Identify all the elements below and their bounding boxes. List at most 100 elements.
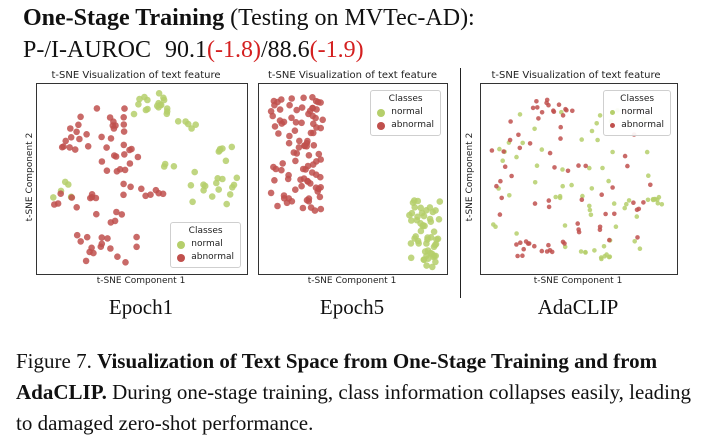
scatter-point <box>583 250 588 255</box>
scatter-point <box>120 141 128 149</box>
scatter-point <box>520 253 525 258</box>
scatter-point <box>216 147 223 154</box>
scatter-point <box>286 101 293 109</box>
scatter-point <box>159 190 167 198</box>
scatter-point <box>312 184 320 191</box>
scatter-point <box>280 195 288 202</box>
legend-abnormal-marker <box>377 121 386 130</box>
scatter-point <box>109 122 117 129</box>
scatter-point <box>50 194 57 201</box>
scatter-point <box>599 256 604 262</box>
scatter-point <box>103 167 111 174</box>
legend-adaclip: Classes normal abnormal <box>603 90 671 136</box>
scatter-point <box>316 193 324 201</box>
scatter-point <box>597 113 603 118</box>
scatter-point <box>98 240 106 248</box>
scatter-point <box>597 227 603 233</box>
panel-epoch5-title: t-SNE Visualization of text feature <box>267 70 438 81</box>
metric-line: P-/I-AUROC 90.1(-1.8)/88.6(-1.9) <box>23 36 364 64</box>
scatter-point <box>309 161 317 168</box>
scatter-point <box>515 253 520 259</box>
scatter-point <box>417 227 425 235</box>
scatter-point <box>557 193 563 199</box>
scatter-point <box>530 105 536 111</box>
scatter-point <box>230 181 238 189</box>
scatter-point <box>301 142 308 149</box>
scatter-point <box>120 128 128 135</box>
scatter-point <box>98 133 105 141</box>
scatter-point <box>552 165 557 170</box>
scatter-point <box>309 104 317 112</box>
scatter-point <box>436 198 444 205</box>
scatter-point <box>532 180 538 185</box>
scatter-point <box>587 203 592 209</box>
scatter-point <box>133 233 140 241</box>
scatter-point <box>298 119 305 127</box>
scatter-point <box>126 146 133 154</box>
scatter-point <box>588 212 594 218</box>
scatter-point <box>553 194 558 200</box>
scatter-point <box>83 233 91 241</box>
scatter-point <box>300 94 307 102</box>
scatter-point <box>517 112 523 117</box>
scatter-point <box>498 178 503 184</box>
scatter-point <box>51 201 58 208</box>
scatter-point <box>412 233 419 240</box>
pixel-auroc-delta: (-1.8) <box>207 37 261 63</box>
legend-normal-marker <box>610 110 616 115</box>
scatter-point <box>278 166 285 174</box>
scatter-point <box>307 204 315 211</box>
scatter-point <box>497 212 503 217</box>
panel-epoch1: t-SNE Visualization of text feature Clas… <box>22 70 250 290</box>
scatter-point <box>274 98 281 106</box>
scatter-point <box>67 125 74 132</box>
scatter-point <box>408 217 415 224</box>
legend-abnormal-label: abnormal <box>391 120 434 130</box>
scatter-point <box>587 207 593 213</box>
scatter-point <box>497 146 502 152</box>
scatter-point <box>161 160 169 168</box>
scatter-point <box>271 123 279 130</box>
scatter-point <box>189 198 196 206</box>
scatter-point <box>634 214 640 219</box>
scatter-point <box>415 240 422 247</box>
scatter-point <box>659 202 665 207</box>
scatter-point <box>603 211 608 217</box>
scatter-point <box>430 243 438 251</box>
metric-label: P-/I-AUROC <box>23 37 152 63</box>
scatter-point <box>144 96 151 104</box>
scatter-point <box>285 139 293 147</box>
scatter-point <box>501 149 506 154</box>
scatter-point <box>419 222 427 229</box>
scatter-point <box>120 114 127 121</box>
plot-epoch1: Classes normal abnormal <box>36 83 248 275</box>
scatter-point <box>73 231 81 239</box>
scatter-point <box>534 163 540 168</box>
scatter-point <box>310 142 318 149</box>
scatter-point <box>546 242 551 248</box>
scatter-point <box>57 190 64 197</box>
legend-abnormal-label: abnormal <box>621 120 664 130</box>
scatter-point <box>310 120 317 128</box>
scatter-point <box>312 171 320 178</box>
scatter-point <box>134 153 142 161</box>
scatter-point <box>532 201 538 206</box>
scatter-point <box>77 113 84 121</box>
scatter-point <box>77 238 84 245</box>
scatter-point <box>222 157 230 165</box>
scatter-point <box>580 193 585 199</box>
legend-abnormal-marker <box>610 123 616 128</box>
image-auroc-delta: (-1.9) <box>309 37 364 63</box>
scatter-point <box>299 204 307 212</box>
scatter-point <box>298 104 306 111</box>
scatter-point <box>429 208 437 216</box>
scatter-point <box>507 137 513 143</box>
scatter-point <box>118 211 126 218</box>
scatter-point <box>73 204 80 211</box>
scatter-point <box>544 100 549 106</box>
scatter-point <box>565 168 571 174</box>
scatter-point <box>271 177 278 184</box>
scatter-point <box>611 201 617 206</box>
scatter-point <box>299 165 307 173</box>
scatter-point <box>583 163 588 169</box>
